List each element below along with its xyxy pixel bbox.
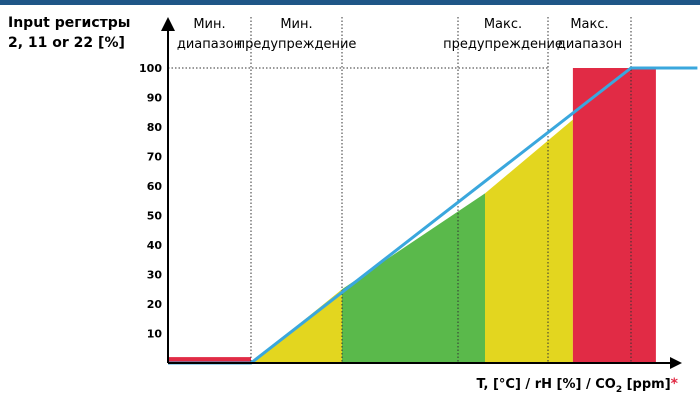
x-axis-title-main: T, [°C] / rH [%] / CO xyxy=(477,377,616,392)
y-tick-label: 30 xyxy=(147,269,163,282)
x-axis-arrow xyxy=(670,357,682,369)
zone-label: Мин. xyxy=(193,17,225,32)
zone-fill-4 xyxy=(485,119,573,363)
x-axis-title-unit: [ppm] xyxy=(622,377,671,392)
x-axis-title-mark: * xyxy=(671,376,679,392)
zone-fill-3 xyxy=(342,193,485,363)
y-axis-arrow xyxy=(161,17,175,31)
y-tick-label: 60 xyxy=(147,180,163,193)
zone-fill-5 xyxy=(572,68,656,363)
y-tick-label: 40 xyxy=(147,239,163,252)
zone-label: Мин. xyxy=(280,17,312,32)
zone-label: Макс. xyxy=(484,17,522,32)
y-tick-label: 90 xyxy=(147,92,163,105)
y-tick-label: 10 xyxy=(147,328,163,341)
y-tick-label: 80 xyxy=(147,121,163,134)
x-axis-title: T, [°C] / rH [%] / CO2 [ppm]* xyxy=(477,376,679,395)
y-axis-title: Input регистры xyxy=(8,15,130,31)
zone-label: диапазон xyxy=(177,37,242,52)
y-tick-label: 100 xyxy=(139,62,162,75)
y-tick-label: 20 xyxy=(147,298,163,311)
zone-fill-1 xyxy=(168,357,251,363)
zone-label: предупреждение xyxy=(237,37,357,52)
zone-label: предупреждение xyxy=(443,37,563,52)
zone-label: Макс. xyxy=(570,17,608,32)
chart-svg: 10 20 30 40 50 60 70 80 90 100 Input регистры 2, 11… xyxy=(8,15,698,395)
y-axis-title: 2, 11 or 22 [%] xyxy=(8,35,125,51)
zone-label: диапазон xyxy=(557,37,622,52)
y-tick-label: 70 xyxy=(147,151,163,164)
y-tick-label: 50 xyxy=(147,210,163,223)
